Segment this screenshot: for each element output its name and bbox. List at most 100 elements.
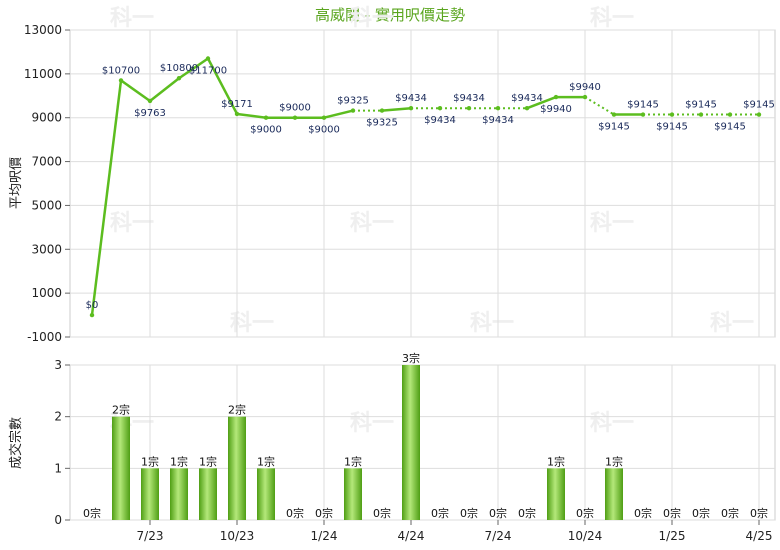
price-point	[727, 112, 733, 117]
volume-data-label: 2宗	[228, 403, 246, 417]
watermark-text: 科一	[110, 211, 154, 236]
price-point	[205, 56, 211, 61]
watermark-text: 科一	[590, 211, 634, 236]
watermark-text: 科一	[350, 6, 394, 31]
x-tick-label: 7/24	[485, 529, 512, 543]
price-line-segment	[584, 96, 615, 116]
volume-data-label: 2宗	[112, 403, 130, 417]
bottom-y-axis-label: 成交宗數	[8, 417, 24, 469]
volume-bar	[402, 365, 420, 520]
top-y-tick-label: 5000	[31, 198, 62, 212]
x-tick-label: 4/25	[746, 529, 773, 543]
volume-bar	[605, 468, 623, 520]
volume-data-label: 0宗	[373, 506, 391, 520]
x-tick-label: 7/23	[137, 529, 164, 543]
price-line-segment	[178, 57, 209, 80]
price-point	[118, 78, 124, 83]
price-data-label: $9145	[598, 122, 630, 133]
bottom-y-tick-label: 0	[54, 513, 62, 527]
price-line-segment	[206, 57, 239, 115]
price-point	[611, 112, 617, 117]
top-y-tick-label: -1000	[27, 330, 62, 344]
top-y-tick-label: 3000	[31, 242, 62, 256]
volume-data-label: 0宗	[460, 506, 478, 520]
volume-data-label: 1宗	[199, 454, 217, 468]
volume-data-label: 0宗	[489, 506, 507, 520]
volume-data-label: 1宗	[257, 454, 275, 468]
price-point	[698, 112, 704, 117]
volume-data-label: 1宗	[605, 454, 623, 468]
price-point	[147, 98, 153, 104]
price-point	[437, 105, 443, 111]
price-data-label: $9000	[279, 103, 311, 114]
price-line-panel: 13000 11000 9000 7000 5000 3000 1000 -1000 $0 $10…	[24, 23, 776, 344]
price-line-segment	[526, 95, 557, 110]
volume-data-label: 0宗	[83, 506, 101, 520]
top-y-tick-label: 11000	[24, 67, 62, 81]
price-point	[524, 105, 530, 111]
chart-title: 高威閣 - 實用呎價走勢	[315, 6, 465, 24]
price-point	[466, 105, 472, 111]
price-data-label: $11700	[189, 66, 227, 77]
volume-bar	[141, 468, 159, 520]
price-point	[553, 94, 559, 100]
price-line-segment	[236, 112, 267, 119]
price-data-label: $9325	[366, 118, 398, 129]
watermark-text: 科一	[350, 211, 394, 236]
bottom-y-tick-label: 1	[54, 461, 62, 475]
volume-data-label: 0宗	[634, 506, 652, 520]
price-point	[756, 112, 762, 117]
price-point	[582, 94, 588, 100]
price-data-label: $9434	[453, 93, 485, 104]
price-data-label: $9325	[337, 96, 369, 107]
price-point	[292, 115, 298, 120]
price-data-label: $9145	[685, 100, 717, 111]
volume-data-label: 0宗	[286, 506, 304, 520]
volume-bar	[547, 468, 565, 520]
volume-data-label: 1宗	[547, 454, 565, 468]
volume-bar-panel: 3 2 1 0 7/23 10/23 1/24 4/24 7/24 10/24 1/25 4/25 0宗…	[54, 351, 776, 543]
price-data-label: $9145	[627, 100, 659, 111]
price-data-label: $10800	[160, 63, 198, 74]
top-plot-frame	[69, 29, 776, 338]
volume-data-label: 1宗	[344, 454, 362, 468]
volume-data-label: 0宗	[721, 506, 739, 520]
price-line-segment	[120, 79, 151, 103]
watermark-text: 科一	[110, 6, 154, 31]
volume-data-label: 0宗	[750, 506, 768, 520]
volume-data-label: 0宗	[431, 506, 449, 520]
watermark-text: 科一	[590, 6, 634, 31]
price-line-segment	[323, 109, 354, 119]
price-data-label: $9145	[656, 122, 688, 133]
price-point	[234, 111, 240, 117]
price-data-label: $9434	[395, 93, 427, 104]
price-point	[495, 105, 501, 111]
price-line-segment	[90, 80, 123, 316]
watermark-text: 科一	[470, 311, 514, 336]
top-y-tick-label: 7000	[31, 155, 62, 169]
x-tick-label: 4/24	[398, 529, 425, 543]
volume-data-label: 0宗	[576, 506, 594, 520]
price-data-label: $9145	[714, 122, 746, 133]
price-data-label: $9434	[424, 115, 456, 126]
price-point	[669, 112, 675, 117]
volume-bar	[228, 416, 246, 520]
price-data-label: $0	[86, 300, 99, 311]
volume-data-label: 0宗	[315, 506, 333, 520]
price-point	[176, 76, 182, 81]
volume-data-label: 3宗	[402, 351, 420, 365]
price-data-label: $9434	[511, 93, 543, 104]
price-point	[263, 115, 269, 120]
price-data-label: $10700	[102, 65, 140, 76]
x-tick-label: 10/23	[220, 529, 255, 543]
volume-bar	[170, 468, 188, 520]
x-tick-label: 1/24	[311, 529, 338, 543]
price-data-label: $9000	[308, 125, 340, 136]
top-y-tick-label: 9000	[31, 111, 62, 125]
price-data-label: $9171	[221, 99, 253, 110]
price-data-label: $9763	[134, 108, 166, 119]
volume-data-label: 0宗	[663, 506, 681, 520]
x-tick-label: 10/24	[568, 529, 603, 543]
